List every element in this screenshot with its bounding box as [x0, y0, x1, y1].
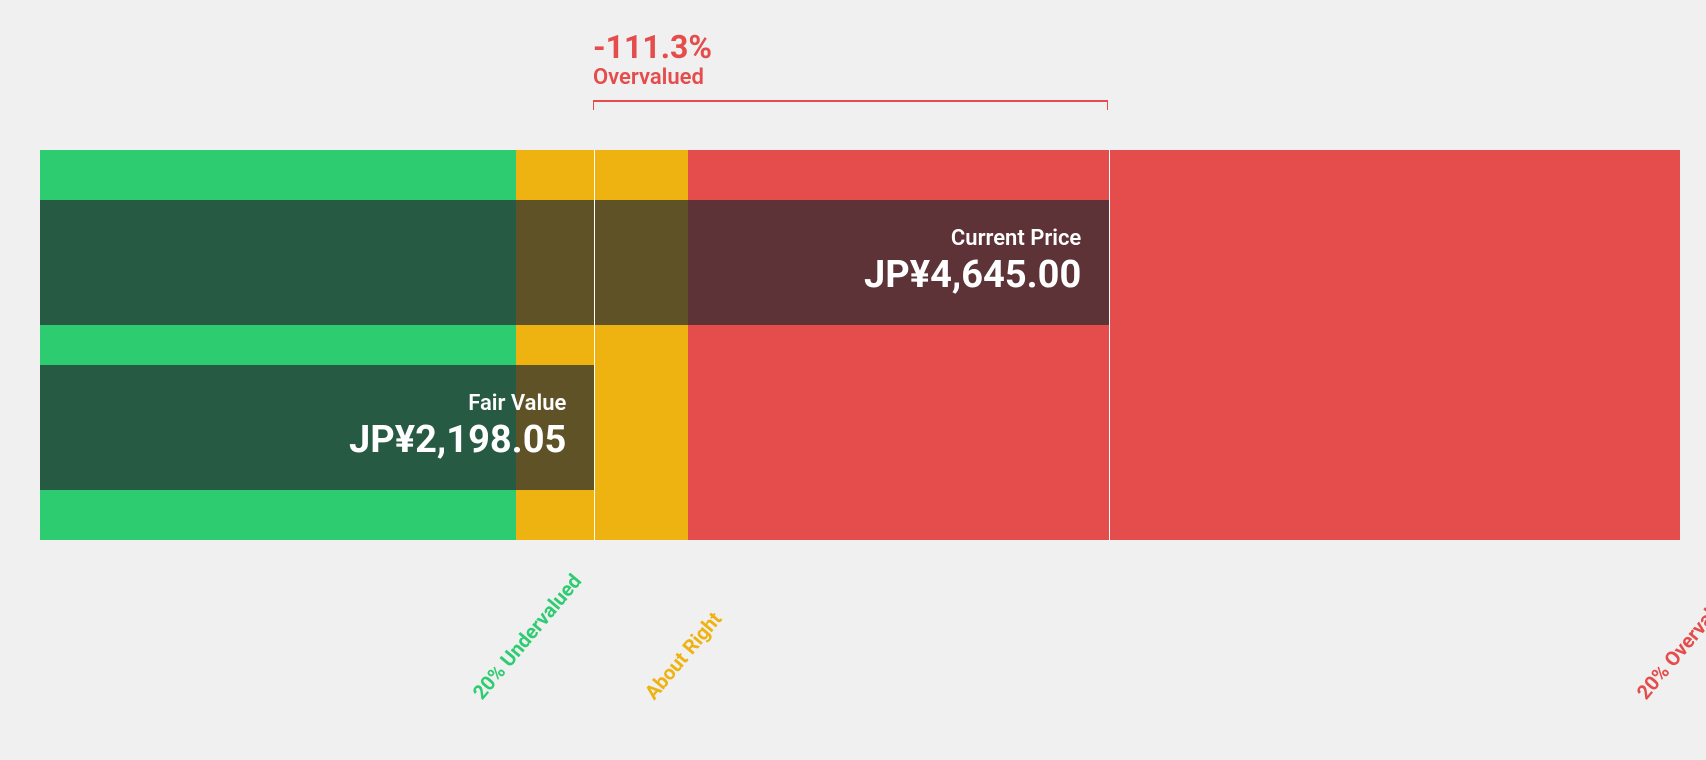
current-price-bar: Current Price JP¥4,645.00: [40, 200, 1109, 325]
current-price-label: Current Price: [951, 226, 1081, 252]
fair-value-label: Fair Value: [468, 391, 566, 417]
valuation-bracket: [593, 100, 1108, 110]
current-price-value: JP¥4,645.00: [864, 252, 1081, 300]
fair-value-bar: Fair Value JP¥2,198.05: [40, 365, 594, 490]
zone-label-about-right: About Right: [639, 607, 726, 704]
valuation-chart: -111.3% Overvalued Current Price JP¥4,64…: [0, 0, 1706, 760]
guide-line-1: [1109, 150, 1110, 540]
fair-value-value: JP¥2,198.05: [349, 417, 566, 465]
valuation-percent: -111.3%: [593, 30, 712, 65]
zone-label-overvalued: 20% Overvalued: [1632, 578, 1706, 704]
valuation-status: Overvalued: [593, 65, 712, 91]
zone-label-undervalued: 20% Undervalued: [467, 569, 586, 704]
valuation-headline: -111.3% Overvalued: [593, 30, 712, 92]
guide-line-0: [594, 150, 595, 540]
